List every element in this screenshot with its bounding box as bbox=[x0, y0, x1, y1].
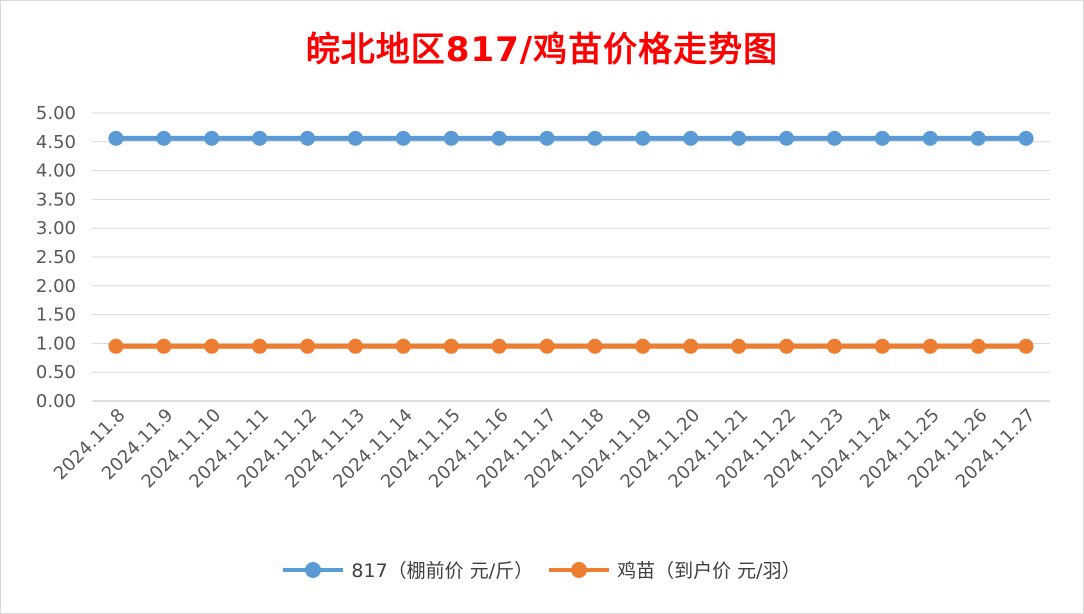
data-point bbox=[970, 130, 986, 146]
data-point bbox=[874, 130, 890, 146]
data-point bbox=[779, 130, 795, 146]
data-point bbox=[970, 338, 986, 354]
y-tick-label: 2.00 bbox=[36, 276, 76, 297]
data-point bbox=[347, 130, 363, 146]
data-point bbox=[443, 130, 459, 146]
data-point bbox=[300, 130, 316, 146]
y-tick-label: 4.00 bbox=[36, 161, 76, 182]
legend-marker bbox=[549, 560, 610, 580]
y-tick-label: 1.00 bbox=[36, 333, 76, 354]
data-point bbox=[156, 130, 172, 146]
y-tick-label: 4.50 bbox=[36, 132, 76, 153]
data-point bbox=[587, 130, 603, 146]
data-point bbox=[1018, 130, 1034, 146]
data-point bbox=[156, 338, 172, 354]
data-point bbox=[395, 338, 411, 354]
legend: 817（棚前价 元/斤） 鸡苗（到户价 元/羽） bbox=[0, 556, 1084, 583]
data-point bbox=[635, 338, 651, 354]
data-point bbox=[491, 338, 507, 354]
legend-item: 鸡苗（到户价 元/羽） bbox=[549, 556, 801, 583]
data-point bbox=[874, 338, 890, 354]
data-point bbox=[539, 338, 555, 354]
data-point bbox=[922, 130, 938, 146]
y-tick-label: 2.50 bbox=[36, 247, 76, 268]
data-point bbox=[252, 130, 268, 146]
data-point bbox=[779, 338, 795, 354]
data-point bbox=[491, 130, 507, 146]
y-tick-label: 0.50 bbox=[36, 362, 76, 383]
data-point bbox=[443, 338, 459, 354]
legend-label: 鸡苗（到户价 元/羽） bbox=[617, 560, 801, 582]
data-point bbox=[635, 130, 651, 146]
y-tick-label: 3.50 bbox=[36, 189, 76, 210]
chart-title: 皖北地区817/鸡苗价格走势图 bbox=[305, 30, 779, 70]
data-point bbox=[731, 338, 747, 354]
y-tick-label: 3.00 bbox=[36, 218, 76, 239]
data-point bbox=[252, 338, 268, 354]
data-point bbox=[826, 338, 842, 354]
data-point bbox=[587, 338, 603, 354]
data-point bbox=[204, 338, 220, 354]
data-point bbox=[300, 338, 316, 354]
data-point bbox=[204, 130, 220, 146]
data-point bbox=[1018, 338, 1034, 354]
data-point bbox=[108, 130, 124, 146]
y-tick-label: 1.50 bbox=[36, 305, 76, 326]
data-point bbox=[683, 130, 699, 146]
y-tick-label: 0.00 bbox=[36, 391, 76, 412]
data-point bbox=[108, 338, 124, 354]
data-point bbox=[922, 338, 938, 354]
legend-marker bbox=[283, 560, 344, 580]
data-point bbox=[731, 130, 747, 146]
data-point bbox=[683, 338, 699, 354]
data-point bbox=[395, 130, 411, 146]
data-point bbox=[539, 130, 555, 146]
data-point bbox=[347, 338, 363, 354]
y-tick-label: 5.00 bbox=[36, 103, 76, 124]
data-point bbox=[826, 130, 842, 146]
legend-label: 817（棚前价 元/斤） bbox=[351, 560, 534, 582]
legend-item: 817（棚前价 元/斤） bbox=[283, 556, 533, 583]
